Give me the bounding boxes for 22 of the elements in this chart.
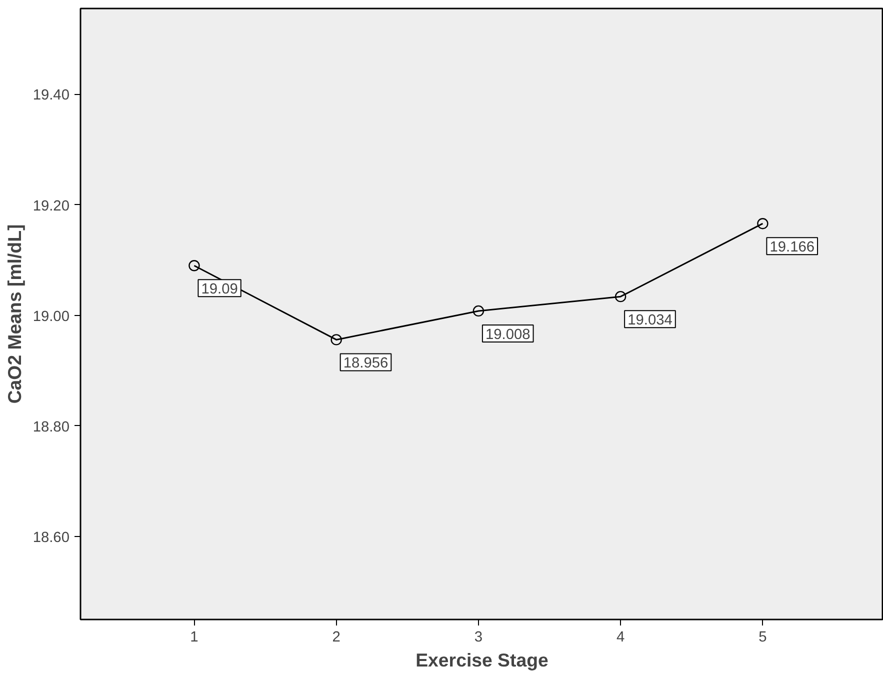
point	[757, 218, 768, 230]
point	[188, 260, 200, 272]
point	[614, 290, 626, 302]
y-tick-label: 19.40	[32, 88, 70, 104]
data-label: 19.09	[201, 282, 238, 298]
data-label: 19.008	[485, 326, 530, 343]
y-tick-label: 18.60	[32, 530, 70, 546]
point	[330, 334, 342, 346]
y-tick-label: 18.80	[32, 419, 70, 436]
x-tick-label: 3	[474, 630, 483, 646]
x-tick-label: 4	[616, 630, 625, 646]
x-tick-label: 2	[332, 630, 340, 646]
y-tick-label: 19.00	[32, 308, 70, 325]
data-label: 19.166	[770, 240, 815, 256]
x-axis-title: Exercise Stage	[416, 650, 548, 670]
point	[472, 305, 484, 317]
x-tick-label: 5	[758, 630, 767, 646]
y-axis-title: CaO2 Means [ml/dL]	[4, 224, 25, 404]
y-tick-label: 19.20	[32, 198, 70, 214]
data-label: 19.034	[628, 312, 672, 329]
x-tick-label: 1	[190, 630, 198, 646]
data-label: 18.956	[343, 356, 388, 372]
